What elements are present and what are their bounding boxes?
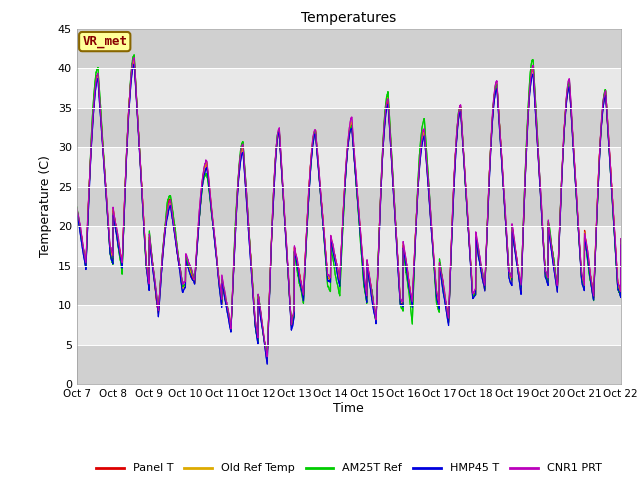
Text: VR_met: VR_met <box>82 35 127 48</box>
Y-axis label: Temperature (C): Temperature (C) <box>39 156 52 257</box>
Panel T <box>138 180 145 186</box>
Line: CNR1 PRT: CNR1 PRT <box>77 58 621 357</box>
CNR1 PRT <box>73 205 81 211</box>
Bar <box>77 226 621 265</box>
Bar <box>77 345 621 384</box>
Panel T <box>493 86 501 92</box>
AM25T Ref <box>138 184 145 190</box>
HMP45 T <box>264 361 271 367</box>
Old Ref Temp <box>493 85 501 91</box>
X-axis label: Time: Time <box>333 402 364 415</box>
AM25T Ref <box>138 197 146 203</box>
Old Ref Temp <box>138 183 145 189</box>
Bar <box>77 108 621 147</box>
HMP45 T <box>131 61 138 67</box>
Old Ref Temp <box>242 190 250 195</box>
HMP45 T <box>449 208 457 214</box>
Old Ref Temp <box>108 250 115 256</box>
HMP45 T <box>138 185 145 191</box>
HMP45 T <box>617 242 625 248</box>
AM25T Ref <box>108 254 115 260</box>
AM25T Ref <box>493 85 501 91</box>
Title: Temperatures: Temperatures <box>301 11 396 25</box>
AM25T Ref <box>264 354 271 360</box>
Bar <box>77 68 621 108</box>
CNR1 PRT <box>130 55 138 60</box>
CNR1 PRT <box>138 181 145 187</box>
Line: Old Ref Temp: Old Ref Temp <box>77 60 621 360</box>
Line: HMP45 T: HMP45 T <box>77 64 621 364</box>
AM25T Ref <box>617 237 625 242</box>
Bar <box>77 147 621 187</box>
Old Ref Temp <box>138 195 146 201</box>
CNR1 PRT <box>617 236 625 241</box>
Old Ref Temp <box>131 57 138 63</box>
Old Ref Temp <box>73 206 81 212</box>
Bar <box>77 29 621 68</box>
HMP45 T <box>242 192 250 197</box>
Panel T <box>130 58 138 63</box>
CNR1 PRT <box>493 83 501 89</box>
Old Ref Temp <box>449 203 457 208</box>
Bar <box>77 187 621 226</box>
Bar <box>77 265 621 305</box>
Legend: Panel T, Old Ref Temp, AM25T Ref, HMP45 T, CNR1 PRT: Panel T, Old Ref Temp, AM25T Ref, HMP45 … <box>92 459 606 478</box>
AM25T Ref <box>449 204 457 210</box>
CNR1 PRT <box>138 194 146 200</box>
HMP45 T <box>108 255 115 261</box>
Bar <box>77 305 621 345</box>
Panel T <box>264 355 271 360</box>
Line: AM25T Ref: AM25T Ref <box>77 55 621 357</box>
HMP45 T <box>493 91 501 96</box>
CNR1 PRT <box>108 245 115 251</box>
Line: Panel T: Panel T <box>77 60 621 358</box>
Panel T <box>449 203 457 208</box>
Panel T <box>138 194 146 200</box>
Old Ref Temp <box>264 357 271 363</box>
AM25T Ref <box>242 182 250 188</box>
CNR1 PRT <box>242 182 250 188</box>
CNR1 PRT <box>264 354 271 360</box>
Panel T <box>73 206 81 212</box>
CNR1 PRT <box>449 199 457 205</box>
HMP45 T <box>73 209 81 215</box>
Old Ref Temp <box>617 240 625 245</box>
AM25T Ref <box>73 204 81 210</box>
HMP45 T <box>138 199 146 204</box>
Panel T <box>242 188 250 194</box>
Panel T <box>108 249 115 254</box>
Panel T <box>617 238 625 243</box>
AM25T Ref <box>130 52 138 58</box>
